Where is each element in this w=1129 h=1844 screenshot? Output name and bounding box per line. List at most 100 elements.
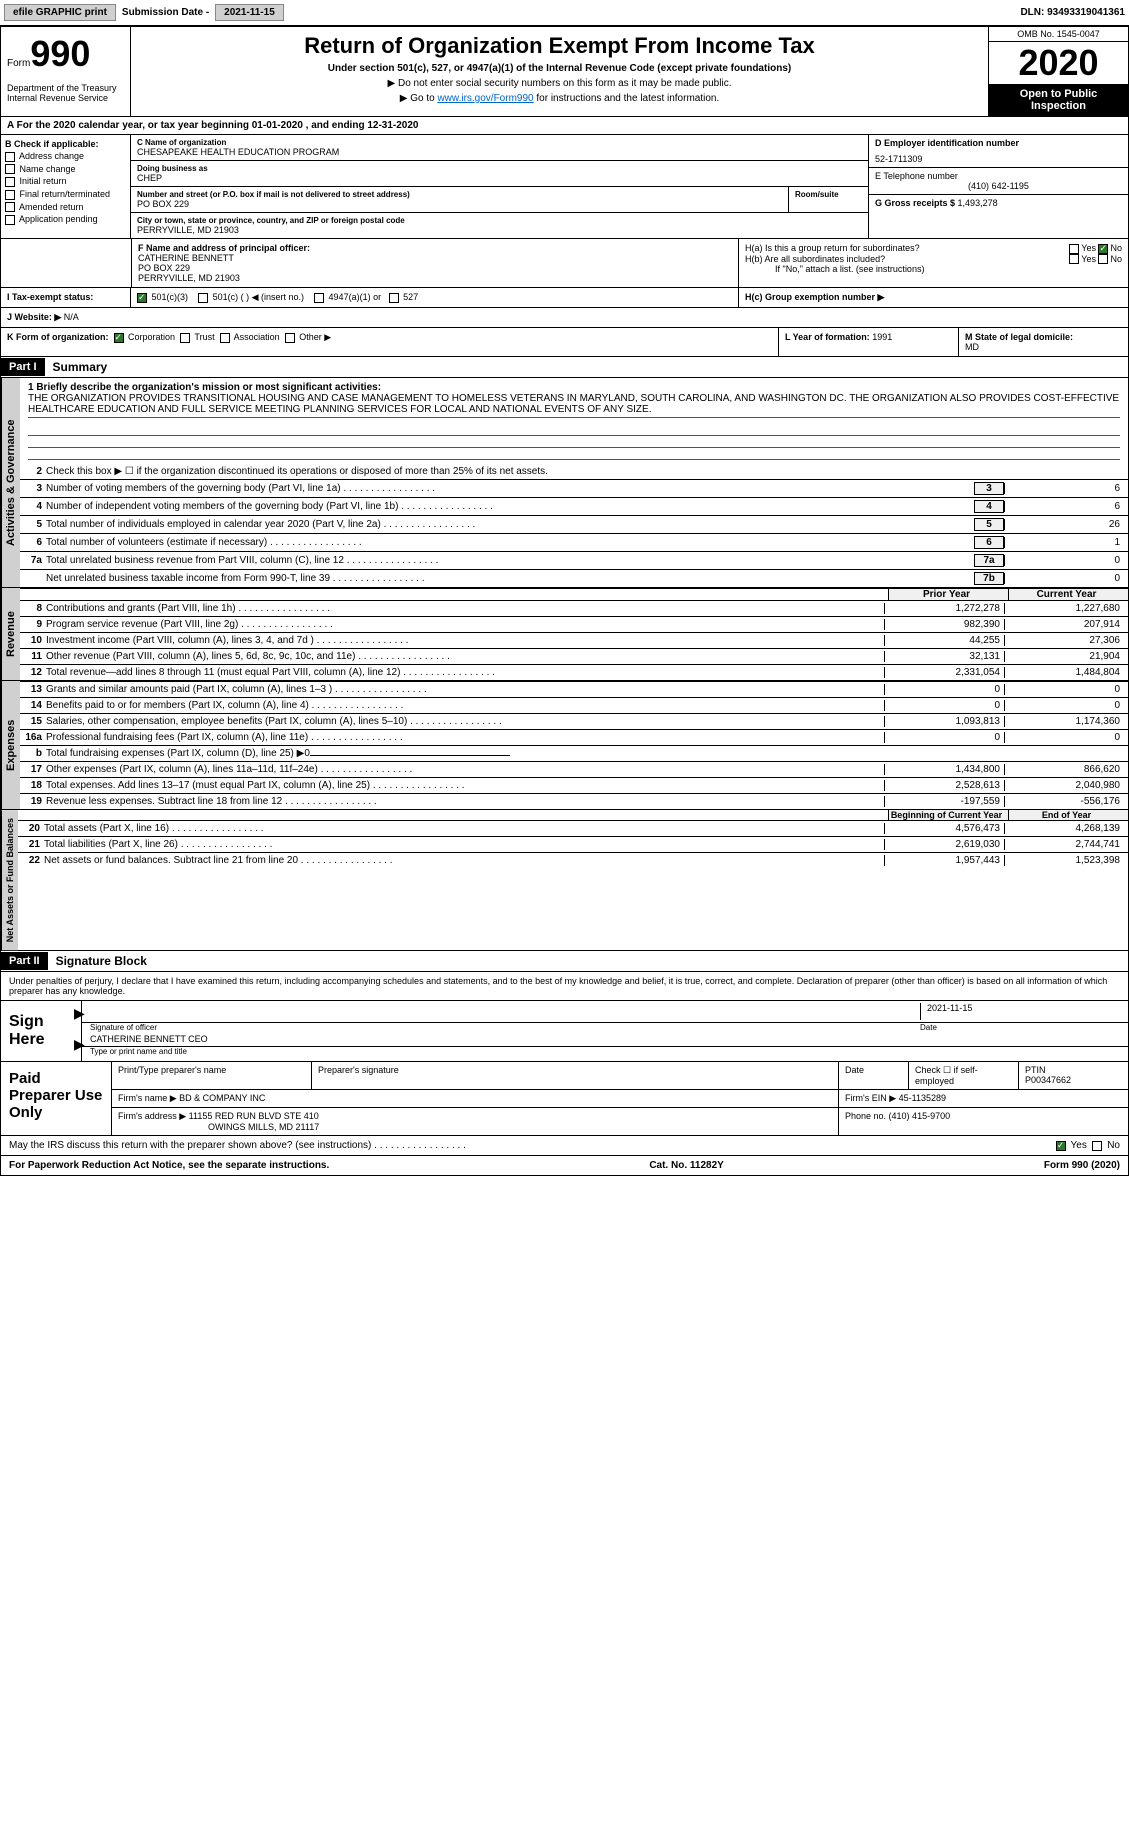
efile-button[interactable]: efile GRAPHIC print (4, 4, 116, 21)
discuss-row: May the IRS discuss this return with the… (0, 1136, 1129, 1156)
row-k-l-m: K Form of organization: Corporation Trus… (0, 328, 1129, 357)
rev-line: 8Contributions and grants (Part VIII, li… (20, 600, 1128, 616)
exp-line: bTotal fundraising expenses (Part IX, co… (20, 745, 1128, 761)
col-d-contact: D Employer identification number 52-1711… (868, 135, 1128, 238)
chk-final[interactable]: Final return/terminated (5, 189, 126, 200)
chk-501c[interactable] (198, 293, 208, 303)
dba-cell: Doing business as CHEP (131, 161, 868, 187)
org-info-grid: B Check if applicable: Address change Na… (0, 135, 1129, 239)
tax-period: A For the 2020 calendar year, or tax yea… (0, 117, 1129, 135)
net-line: 22Net assets or fund balances. Subtract … (18, 852, 1128, 868)
h-block: H(a) Is this a group return for subordin… (738, 239, 1128, 287)
chk-name[interactable]: Name change (5, 164, 126, 175)
irs-link[interactable]: www.irs.gov/Form990 (437, 93, 533, 104)
year-block: OMB No. 1545-0047 2020 Open to Public In… (988, 27, 1128, 116)
exp-line: 14Benefits paid to or for members (Part … (20, 697, 1128, 713)
chk-assoc[interactable] (220, 333, 230, 343)
row-j: J Website: ▶ N/A (0, 308, 1129, 328)
exempt-opts: 501(c)(3) 501(c) ( ) ◀ (insert no.) 4947… (131, 288, 738, 307)
chk-4947[interactable] (314, 293, 324, 303)
declaration: Under penalties of perjury, I declare th… (1, 972, 1128, 1000)
form-title-block: Return of Organization Exempt From Incom… (131, 27, 988, 116)
hc-block: H(c) Group exemption number ▶ (738, 288, 1128, 307)
exp-line: 17Other expenses (Part IX, column (A), l… (20, 761, 1128, 777)
submission-date: 2021-11-15 (215, 4, 284, 21)
net-header: Beginning of Current Year End of Year (18, 810, 1128, 820)
chk-501c3[interactable] (137, 293, 147, 303)
officer-block: F Name and address of principal officer:… (131, 239, 738, 287)
chk-trust[interactable] (180, 333, 190, 343)
gov-line: 3Number of voting members of the governi… (20, 479, 1128, 497)
rev-line: 10Investment income (Part VIII, column (… (20, 632, 1128, 648)
tab-revenue: Revenue (1, 588, 20, 680)
top-toolbar: efile GRAPHIC print Submission Date - 20… (0, 0, 1129, 26)
chk-pending[interactable]: Application pending (5, 214, 126, 225)
rev-line: 9Program service revenue (Part VIII, lin… (20, 616, 1128, 632)
gov-line: 5Total number of individuals employed in… (20, 515, 1128, 533)
rev-header: Prior Year Current Year (20, 588, 1128, 600)
exp-line: 18Total expenses. Add lines 13–17 (must … (20, 777, 1128, 793)
sign-here-row: Sign Here ▶ 2021-11-15 Signature of offi… (1, 1000, 1128, 1061)
gov-line: Net unrelated business taxable income fr… (20, 569, 1128, 587)
chk-527[interactable] (389, 293, 399, 303)
tab-expenses: Expenses (1, 681, 20, 809)
page-footer: For Paperwork Reduction Act Notice, see … (0, 1156, 1129, 1176)
section-governance: Activities & Governance 1 Briefly descri… (0, 378, 1129, 588)
exp-line: 16aProfessional fundraising fees (Part I… (20, 729, 1128, 745)
exempt-label: I Tax-exempt status: (1, 288, 131, 307)
form-title: Return of Organization Exempt From Incom… (137, 33, 982, 59)
rev-line: 11Other revenue (Part VIII, column (A), … (20, 648, 1128, 664)
exp-line: 15Salaries, other compensation, employee… (20, 713, 1128, 729)
col-b-checkboxes: B Check if applicable: Address change Na… (1, 135, 131, 238)
tab-governance: Activities & Governance (1, 378, 20, 587)
submission-label: Submission Date - (122, 7, 209, 18)
exp-line: 13Grants and similar amounts paid (Part … (20, 681, 1128, 697)
l-block: L Year of formation: 1991 (778, 328, 958, 356)
signature-section: Under penalties of perjury, I declare th… (0, 972, 1129, 1136)
discuss-yes[interactable] (1056, 1141, 1066, 1151)
chk-address[interactable]: Address change (5, 151, 126, 162)
section-revenue: Revenue Prior Year Current Year 8Contrib… (0, 588, 1129, 681)
tax-year: 2020 (989, 42, 1128, 84)
chk-initial[interactable]: Initial return (5, 176, 126, 187)
gov-line: 6Total number of volunteers (estimate if… (20, 533, 1128, 551)
mission-block: 1 Briefly describe the organization's mi… (20, 378, 1128, 464)
paid-preparer-row: Paid Preparer Use Only Print/Type prepar… (1, 1061, 1128, 1135)
link-note: ▶ Go to www.irs.gov/Form990 for instruct… (137, 93, 982, 104)
gov-line: 7aTotal unrelated business revenue from … (20, 551, 1128, 569)
section-expenses: Expenses 13Grants and similar amounts pa… (0, 681, 1129, 810)
row-f-h: F Name and address of principal officer:… (0, 239, 1129, 288)
rev-line: 12Total revenue—add lines 8 through 11 (… (20, 664, 1128, 680)
ssn-note: ▶ Do not enter social security numbers o… (137, 78, 982, 89)
tel-cell: E Telephone number (410) 642-1195 (869, 168, 1128, 195)
chk-amended[interactable]: Amended return (5, 202, 126, 213)
gross-cell: G Gross receipts $ 1,493,278 (869, 195, 1128, 211)
dln: DLN: 93493319041361 (1020, 7, 1125, 18)
form-header: Form990 Department of the Treasury Inter… (0, 26, 1129, 117)
exp-line: 19Revenue less expenses. Subtract line 1… (20, 793, 1128, 809)
arrow-icon: ▶ (74, 1005, 85, 1022)
col-c-org: C Name of organization CHESAPEAKE HEALTH… (131, 135, 868, 238)
net-line: 21Total liabilities (Part X, line 26)2,6… (18, 836, 1128, 852)
arrow-icon: ▶ (74, 1036, 85, 1053)
open-inspection: Open to Public Inspection (989, 84, 1128, 116)
k-block: K Form of organization: Corporation Trus… (1, 328, 778, 356)
m-block: M State of legal domicile:MD (958, 328, 1128, 356)
part2-header: Part II Signature Block (0, 951, 1129, 972)
chk-other[interactable] (285, 333, 295, 343)
row-i-hc: I Tax-exempt status: 501(c)(3) 501(c) ( … (0, 288, 1129, 308)
form-subtitle: Under section 501(c), 527, or 4947(a)(1)… (137, 63, 982, 74)
addr-cell: Number and street (or P.O. box if mail i… (131, 187, 868, 213)
net-line: 20Total assets (Part X, line 16)4,576,47… (18, 820, 1128, 836)
part1-header: Part I Summary (0, 357, 1129, 378)
form-id-block: Form990 Department of the Treasury Inter… (1, 27, 131, 116)
chk-corp[interactable] (114, 333, 124, 343)
omb-number: OMB No. 1545-0047 (989, 27, 1128, 42)
org-name-cell: C Name of organization CHESAPEAKE HEALTH… (131, 135, 868, 161)
discuss-no[interactable] (1092, 1141, 1102, 1151)
ein-cell: D Employer identification number 52-1711… (869, 135, 1128, 168)
line-2: 2Check this box ▶ ☐ if the organization … (20, 464, 1128, 479)
gov-line: 4Number of independent voting members of… (20, 497, 1128, 515)
city-cell: City or town, state or province, country… (131, 213, 868, 238)
tab-netassets: Net Assets or Fund Balances (1, 810, 18, 950)
